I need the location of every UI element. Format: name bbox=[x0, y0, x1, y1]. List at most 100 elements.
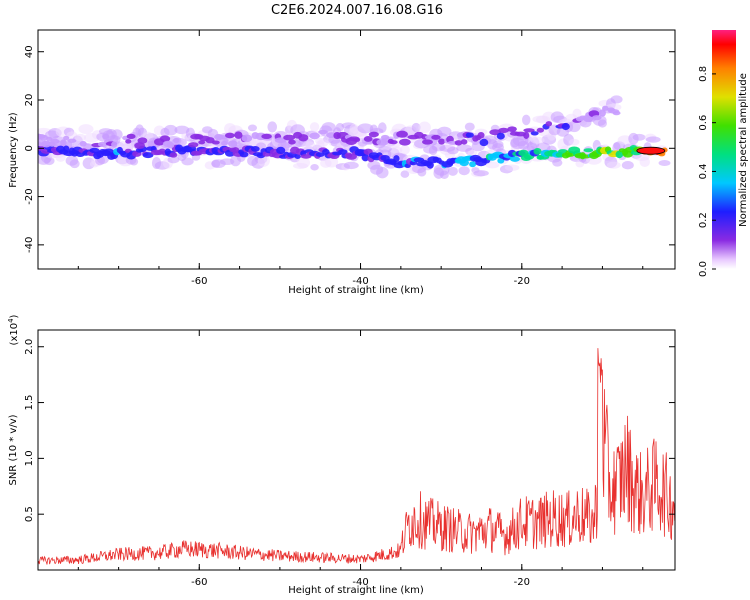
spectrogram-cell bbox=[639, 156, 650, 168]
spectrogram-cell bbox=[44, 156, 55, 166]
spectrogram-cell bbox=[274, 137, 287, 144]
spectrogram-cell bbox=[389, 140, 398, 145]
spectrogram-cell bbox=[60, 139, 67, 147]
spectrogram-cell bbox=[361, 153, 369, 162]
spectrogram-cell bbox=[567, 121, 581, 133]
spectrogram-cell bbox=[102, 133, 110, 140]
spectrogram-cell bbox=[134, 142, 145, 149]
colorbar-gradient bbox=[712, 30, 736, 269]
spectrogram-cell bbox=[621, 161, 634, 170]
x-tick-label: -20 bbox=[514, 577, 530, 588]
spectrogram-cell bbox=[298, 134, 309, 142]
colorbar-tick-label: 0.8 bbox=[698, 66, 709, 82]
spectrogram-cell bbox=[447, 146, 459, 155]
spectrogram-cell bbox=[310, 164, 319, 171]
spectrogram-cell bbox=[522, 114, 531, 126]
spectrogram-cell bbox=[485, 161, 500, 169]
spectrogram-cell bbox=[198, 140, 206, 145]
spectrogram-cell bbox=[469, 161, 477, 168]
spectrogram-cell bbox=[173, 137, 180, 143]
spectrogram-cell bbox=[69, 159, 80, 169]
spectrogram-cell bbox=[658, 159, 671, 167]
spectrogram-cell bbox=[523, 131, 530, 139]
spectrogram-cell bbox=[536, 127, 545, 133]
y-tick-label: -20 bbox=[24, 188, 35, 204]
spectrogram-cell bbox=[315, 152, 325, 157]
snr-scale-note: (x104) bbox=[7, 314, 20, 345]
spectrogram-cell bbox=[418, 121, 431, 134]
spectrogram-cell bbox=[399, 138, 411, 146]
spectrogram-cell bbox=[393, 155, 400, 163]
spectrogram-cell bbox=[126, 133, 136, 140]
spectrogram-cell bbox=[296, 156, 311, 169]
colorbar-tick-label: 0.0 bbox=[698, 261, 709, 277]
spectrogram-cell bbox=[247, 124, 258, 132]
spectrogram-cell bbox=[497, 157, 505, 164]
spectrogram-cell bbox=[615, 150, 624, 159]
colorbar-tick-label: 0.4 bbox=[698, 163, 709, 179]
spectrogram-cell bbox=[221, 140, 228, 146]
spectrogram-cell bbox=[261, 133, 272, 139]
spectrogram-cell bbox=[125, 139, 132, 144]
spectrogram-cell bbox=[129, 157, 139, 166]
spectrogram-cell bbox=[426, 161, 434, 169]
spectrogram-cell bbox=[353, 137, 361, 143]
spectrogram-cell bbox=[174, 125, 190, 135]
spectrogram-cell bbox=[74, 133, 87, 142]
spectrogram-cell bbox=[376, 166, 389, 179]
spectrogram-cell bbox=[473, 170, 489, 177]
y-tick-label: 2.0 bbox=[24, 339, 35, 355]
snr-panel: -60 -40 -20 0.5 1.0 1.5 2.0 Height of straight… bbox=[7, 314, 676, 596]
spectrogram-cell bbox=[612, 111, 621, 116]
spectrogram-cell bbox=[591, 115, 602, 121]
spectrogram-cell bbox=[276, 146, 286, 154]
spectrogram-frame bbox=[37, 29, 676, 270]
spectrogram-cell bbox=[345, 153, 357, 160]
y-tick-label: 1.5 bbox=[24, 395, 35, 411]
spectrogram-cell bbox=[645, 136, 661, 143]
spectrogram-cell bbox=[498, 127, 510, 133]
spectrogram-cell bbox=[504, 164, 520, 171]
spectrogram-cell bbox=[561, 122, 570, 131]
spectrogram-cell bbox=[163, 124, 178, 136]
spectrogram-cell bbox=[288, 139, 296, 145]
spectrogram-cell bbox=[417, 167, 427, 177]
spectrogram-cell bbox=[239, 151, 249, 158]
spectrogram-cell bbox=[439, 170, 449, 180]
spectrogram-cell bbox=[465, 132, 474, 138]
spectrogram-cell bbox=[363, 136, 373, 142]
snr-xlabel: Height of straight line (km) bbox=[288, 585, 424, 596]
spectrogram-cell bbox=[267, 121, 278, 133]
chart-title: C2E6.2024.007.16.08.G16 bbox=[271, 3, 443, 18]
spectrogram-cell bbox=[545, 121, 553, 127]
spectrogram-cell bbox=[368, 131, 379, 138]
spectrogram-cell bbox=[55, 153, 66, 162]
x-tick-label: -60 bbox=[191, 276, 207, 287]
spectrogram-cell bbox=[167, 155, 180, 164]
spectrogram-cell bbox=[211, 140, 220, 145]
spectrogram-cell bbox=[454, 140, 463, 146]
spectrogram-cell bbox=[142, 152, 154, 159]
spectrogram-xlabel: Height of straight line (km) bbox=[288, 285, 424, 296]
spectrogram-cell bbox=[456, 144, 473, 152]
colorbar-tick-label: 0.2 bbox=[698, 212, 709, 228]
spectrogram-cell bbox=[309, 122, 320, 132]
snr-ylabel: SNR (10 * v/v) bbox=[8, 414, 19, 485]
spectrogram-cell bbox=[447, 166, 458, 176]
y-tick-label: -40 bbox=[24, 237, 35, 253]
spectrogram-cell bbox=[63, 145, 70, 152]
spectrogram-cell bbox=[166, 142, 175, 149]
spectrogram-cell bbox=[227, 140, 238, 148]
spectrogram-cell bbox=[400, 170, 410, 178]
x-tick-label: -20 bbox=[514, 276, 530, 287]
spectrogram-ylabel: Frequency (Hz) bbox=[8, 112, 19, 188]
spectrogram-peak bbox=[636, 146, 666, 155]
colorbar-tick-label: 0.6 bbox=[698, 115, 709, 131]
spectrogram-cell bbox=[50, 138, 60, 144]
spectrogram-cell bbox=[533, 147, 542, 155]
spectrogram-cell bbox=[79, 140, 87, 147]
spectrogram-cell bbox=[467, 149, 478, 156]
colorbar-label: Normalized spectral amplitude bbox=[738, 73, 749, 227]
spectrogram-cell bbox=[309, 132, 320, 140]
